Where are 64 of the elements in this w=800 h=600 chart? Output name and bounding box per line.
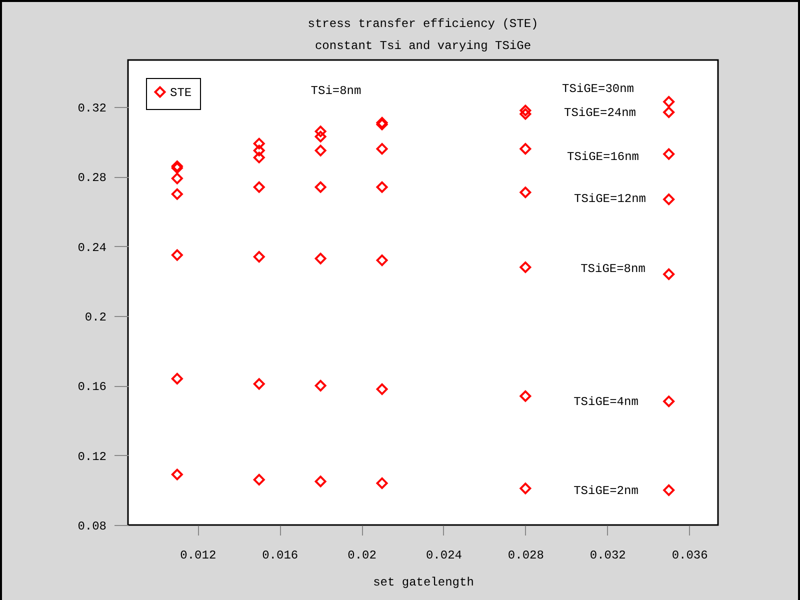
point <box>314 126 326 138</box>
x-tick-label: 0.036 <box>672 548 708 562</box>
point <box>171 468 183 480</box>
point <box>376 181 388 193</box>
legend-label: STE <box>170 86 192 100</box>
point <box>314 252 326 264</box>
chart-subtitle: constant Tsi and varying TSiGe <box>314 39 532 53</box>
point <box>253 144 265 156</box>
y-tick-label: 0.08 <box>78 520 106 534</box>
annotation: TSiGE=30nm <box>562 82 634 96</box>
x-tick-label: 0.016 <box>262 548 298 562</box>
annotation: TSiGE=4nm <box>574 395 638 409</box>
y-tick-label: 0.12 <box>78 450 106 464</box>
point <box>520 104 532 116</box>
point <box>663 148 675 160</box>
point <box>253 474 265 486</box>
point <box>663 268 675 280</box>
point <box>376 254 388 266</box>
annotation: TSi=8nm <box>310 84 362 98</box>
point <box>253 138 265 150</box>
point <box>520 143 532 155</box>
point <box>376 383 388 395</box>
point <box>314 144 326 156</box>
point <box>663 194 675 206</box>
x-tick-label: 0.024 <box>426 548 462 562</box>
point <box>376 477 388 489</box>
point <box>171 372 183 384</box>
point <box>171 249 183 261</box>
y-tick-label: 0.32 <box>78 102 106 116</box>
y-tick-label: 0.28 <box>78 171 106 186</box>
annotation: TSiGE=8nm <box>580 262 646 276</box>
point <box>253 251 265 263</box>
x-tick-label: 0.028 <box>508 548 544 562</box>
annotation: TSiGE=2nm <box>574 484 638 498</box>
annotation: TSiGE=24nm <box>564 106 636 120</box>
point <box>314 476 326 488</box>
point <box>253 152 265 164</box>
point <box>520 262 532 273</box>
x-axis-title: set gatelength <box>373 576 474 590</box>
x-tick-label: 0.02 <box>348 548 376 562</box>
point <box>663 106 675 118</box>
chart-title: stress transfer efficiency (STE) <box>308 17 538 31</box>
point <box>520 482 532 494</box>
point <box>520 390 532 402</box>
x-tick-label: 0.032 <box>590 548 626 562</box>
point <box>376 143 388 155</box>
y-tick-label: 0.16 <box>78 380 106 394</box>
point <box>171 188 183 200</box>
annotation: TSiGE=12nm <box>574 192 646 206</box>
point <box>663 96 675 108</box>
point <box>663 396 675 408</box>
point <box>314 130 326 142</box>
y-tick-label: 0.24 <box>78 240 106 255</box>
point <box>314 380 326 392</box>
point <box>663 484 675 496</box>
x-tick-label: 0.012 <box>180 548 216 562</box>
annotation: TSiGE=16nm <box>566 150 640 164</box>
y-tick-label: 0.2 <box>84 310 106 325</box>
point <box>253 378 265 390</box>
point <box>520 108 532 120</box>
point <box>314 181 326 193</box>
point <box>171 172 183 184</box>
point <box>520 186 532 198</box>
point <box>253 181 265 193</box>
